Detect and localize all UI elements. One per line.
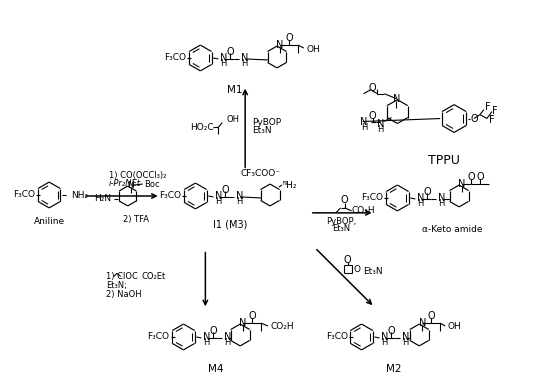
Text: F: F bbox=[492, 106, 498, 116]
Text: N: N bbox=[225, 332, 232, 342]
Text: CO₂H: CO₂H bbox=[352, 206, 375, 216]
Text: H: H bbox=[382, 338, 388, 348]
Text: O: O bbox=[210, 326, 217, 336]
Text: H: H bbox=[438, 199, 445, 209]
Text: H: H bbox=[225, 338, 231, 348]
Text: 1) ClOC: 1) ClOC bbox=[106, 272, 138, 281]
Text: F₃CO: F₃CO bbox=[164, 53, 186, 62]
Text: PyBOP: PyBOP bbox=[252, 118, 281, 127]
Text: O: O bbox=[470, 113, 478, 123]
Text: H₂N: H₂N bbox=[93, 194, 111, 204]
Text: O: O bbox=[476, 172, 484, 182]
Text: 2) NaOH: 2) NaOH bbox=[106, 290, 142, 299]
Text: N: N bbox=[276, 40, 284, 50]
Text: i-Pr₂NEt: i-Pr₂NEt bbox=[109, 178, 141, 188]
Text: N: N bbox=[215, 191, 223, 201]
Text: F₃CO: F₃CO bbox=[362, 194, 383, 202]
Text: H: H bbox=[377, 125, 384, 134]
Text: HO₂C: HO₂C bbox=[190, 123, 213, 132]
Text: F: F bbox=[489, 115, 494, 125]
Text: O: O bbox=[427, 311, 435, 321]
Text: ᴺ̈H₂: ᴺ̈H₂ bbox=[283, 181, 298, 190]
Text: N: N bbox=[382, 332, 389, 342]
Text: O: O bbox=[369, 111, 377, 121]
Text: N: N bbox=[127, 181, 134, 190]
Text: N: N bbox=[236, 191, 243, 201]
Text: OH: OH bbox=[307, 45, 321, 53]
Text: O: O bbox=[388, 326, 395, 336]
Text: M2: M2 bbox=[385, 364, 401, 374]
Text: O: O bbox=[285, 33, 293, 43]
Text: N: N bbox=[360, 116, 368, 127]
Text: Et₃N;: Et₃N; bbox=[106, 281, 127, 290]
Text: F₃CO: F₃CO bbox=[326, 332, 348, 341]
Text: N: N bbox=[204, 332, 211, 342]
Text: H: H bbox=[204, 338, 210, 348]
Text: O: O bbox=[344, 255, 352, 265]
Text: O: O bbox=[248, 311, 256, 321]
Text: O: O bbox=[369, 83, 377, 93]
Text: H: H bbox=[215, 197, 222, 206]
Text: O: O bbox=[467, 172, 475, 182]
Text: F₃CO: F₃CO bbox=[159, 192, 181, 200]
Text: O: O bbox=[353, 265, 361, 274]
Text: O: O bbox=[226, 47, 234, 57]
Text: I1 (M3): I1 (M3) bbox=[213, 220, 247, 230]
Text: F: F bbox=[485, 102, 491, 111]
Text: Et₃N: Et₃N bbox=[363, 267, 383, 276]
Text: H: H bbox=[236, 197, 243, 206]
Text: H: H bbox=[361, 123, 368, 132]
Text: N: N bbox=[438, 193, 446, 203]
Text: TPPU: TPPU bbox=[428, 154, 460, 167]
Text: CO₂Et: CO₂Et bbox=[142, 272, 166, 281]
Text: F₃CO: F₃CO bbox=[13, 190, 35, 199]
Text: N: N bbox=[220, 53, 228, 63]
Text: CF₃COO⁻: CF₃COO⁻ bbox=[240, 169, 280, 178]
Text: M4: M4 bbox=[207, 364, 223, 374]
Text: Et₃N: Et₃N bbox=[332, 224, 351, 233]
Text: F₃CO: F₃CO bbox=[148, 332, 170, 341]
Text: NH₂: NH₂ bbox=[71, 192, 88, 200]
Text: α-Keto amide: α-Keto amide bbox=[422, 225, 482, 234]
Text: O: O bbox=[424, 187, 431, 197]
Text: H: H bbox=[418, 199, 424, 209]
Text: O: O bbox=[221, 185, 229, 195]
Text: N: N bbox=[241, 53, 248, 63]
Text: PyBOP,: PyBOP, bbox=[326, 217, 357, 226]
Text: O: O bbox=[341, 195, 348, 205]
Text: Boc: Boc bbox=[144, 180, 159, 188]
Text: Aniline: Aniline bbox=[34, 217, 65, 226]
Text: M1: M1 bbox=[227, 85, 243, 95]
Text: N: N bbox=[377, 118, 384, 128]
Text: H: H bbox=[403, 338, 409, 348]
Text: CO₂H: CO₂H bbox=[270, 322, 294, 330]
Text: OH: OH bbox=[226, 115, 239, 124]
Text: N: N bbox=[393, 94, 400, 104]
Text: 2) TFA: 2) TFA bbox=[123, 215, 149, 224]
Text: N: N bbox=[419, 318, 426, 328]
Text: N: N bbox=[418, 193, 425, 203]
Text: N: N bbox=[403, 332, 410, 342]
Text: H: H bbox=[220, 60, 227, 68]
Text: OH: OH bbox=[447, 322, 461, 330]
Text: N: N bbox=[458, 179, 466, 189]
Text: 1) CO(OCCl₃)₂: 1) CO(OCCl₃)₂ bbox=[109, 171, 166, 180]
Text: Et₃N: Et₃N bbox=[252, 126, 272, 135]
Text: H: H bbox=[241, 60, 248, 68]
Text: N: N bbox=[239, 318, 247, 328]
